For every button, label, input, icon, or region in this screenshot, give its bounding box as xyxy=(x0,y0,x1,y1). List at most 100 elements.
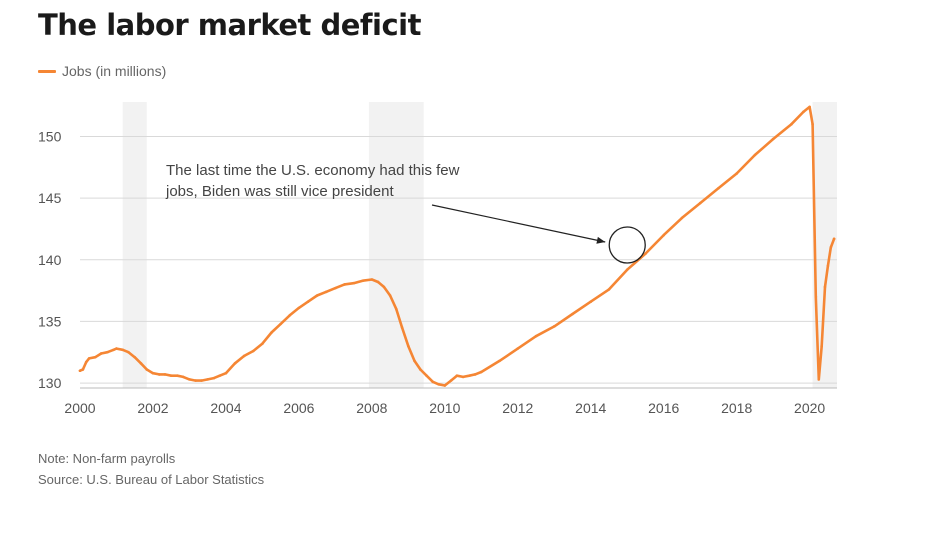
y-tick-label-130: 130 xyxy=(38,375,62,391)
data-point xyxy=(218,374,222,377)
data-point xyxy=(832,237,836,241)
data-point xyxy=(680,216,684,220)
data-point xyxy=(106,350,109,354)
y-tick-label-140: 140 xyxy=(38,252,62,268)
data-point xyxy=(94,355,97,359)
data-point xyxy=(823,285,827,289)
annotation-text-line-0: The last time the U.S. economy had this … xyxy=(166,162,460,179)
data-point xyxy=(473,373,477,376)
annotation-arrow-0 xyxy=(431,204,606,243)
x-tick-label-2012: 2012 xyxy=(502,400,533,416)
x-tick-label-2018: 2018 xyxy=(721,400,752,416)
x-tick-label-2008: 2008 xyxy=(356,400,387,416)
annotation-text-line-1: jobs, Biden was still vice president xyxy=(165,183,394,200)
y-tick-label-150: 150 xyxy=(38,129,62,145)
x-tick-label-2020: 2020 xyxy=(794,400,825,416)
data-point xyxy=(394,307,398,311)
data-point xyxy=(829,246,833,249)
annotation-circle-0 xyxy=(608,226,646,264)
data-point xyxy=(589,300,593,304)
x-tick-label-2010: 2010 xyxy=(429,400,460,416)
data-point xyxy=(370,278,374,281)
recession-band-1 xyxy=(368,102,424,388)
data-point xyxy=(84,360,88,364)
data-point xyxy=(467,374,471,377)
data-point xyxy=(443,384,447,387)
data-point xyxy=(181,375,185,379)
data-point xyxy=(607,288,611,291)
data-point xyxy=(771,137,775,141)
data-point xyxy=(808,105,811,109)
data-point xyxy=(343,283,346,286)
data-point xyxy=(151,371,155,375)
data-point xyxy=(145,368,149,371)
data-point xyxy=(735,172,738,175)
data-point xyxy=(112,348,115,352)
data-point xyxy=(382,285,386,289)
y-tick-label-145: 145 xyxy=(38,190,62,206)
data-point xyxy=(811,122,814,126)
data-point xyxy=(279,322,282,326)
data-point xyxy=(698,201,702,205)
data-point xyxy=(425,374,428,377)
legend-label: Jobs (in millions) xyxy=(62,63,167,79)
data-point xyxy=(461,375,465,379)
data-point xyxy=(455,374,459,377)
data-point xyxy=(212,376,216,380)
x-tick-label-2000: 2000 xyxy=(64,400,95,416)
data-point xyxy=(176,374,179,377)
chart-title: The labor market deficit xyxy=(38,8,421,42)
data-point xyxy=(194,379,197,382)
data-point xyxy=(163,373,167,376)
data-point xyxy=(662,233,666,237)
footnote-source: Source: U.S. Bureau of Labor Statistics xyxy=(38,472,265,487)
data-point xyxy=(625,268,629,271)
data-point xyxy=(200,379,203,382)
data-point xyxy=(133,355,137,359)
data-point xyxy=(121,348,124,352)
data-point xyxy=(534,334,538,338)
data-point xyxy=(431,380,435,384)
data-point xyxy=(814,295,818,299)
data-point xyxy=(817,378,821,381)
data-point xyxy=(127,350,130,354)
data-point xyxy=(169,374,173,377)
data-point xyxy=(790,122,793,126)
data-point xyxy=(334,286,337,290)
data-point xyxy=(571,312,574,316)
data-point xyxy=(261,342,264,345)
data-point xyxy=(270,331,273,334)
data-point xyxy=(400,326,404,329)
data-point xyxy=(644,252,647,255)
x-tick-label-2004: 2004 xyxy=(210,400,241,416)
data-point xyxy=(242,354,246,358)
data-point xyxy=(81,368,85,371)
data-point xyxy=(115,347,118,350)
data-point xyxy=(87,357,91,360)
data-point xyxy=(552,325,556,328)
recession-band-2 xyxy=(812,102,837,388)
data-point xyxy=(288,313,292,317)
data-point xyxy=(188,378,191,381)
data-point xyxy=(251,349,255,353)
data-point xyxy=(820,344,823,348)
data-point xyxy=(324,290,328,294)
data-point xyxy=(376,280,380,284)
x-tick-label-2002: 2002 xyxy=(137,400,168,416)
y-tick-label-135: 135 xyxy=(38,313,62,329)
x-tick-label-2006: 2006 xyxy=(283,400,314,416)
data-point xyxy=(480,370,483,374)
data-point xyxy=(717,186,720,190)
legend: Jobs (in millions) xyxy=(38,63,166,79)
footnote-note: Note: Non-farm payrolls xyxy=(38,451,176,466)
data-point xyxy=(224,371,228,375)
data-point xyxy=(753,153,757,157)
legend-swatch xyxy=(38,69,56,73)
data-point xyxy=(306,300,310,304)
data-point xyxy=(233,362,237,365)
annotation-arrowhead-0 xyxy=(596,236,606,244)
data-point xyxy=(297,306,301,310)
data-point xyxy=(388,294,392,297)
